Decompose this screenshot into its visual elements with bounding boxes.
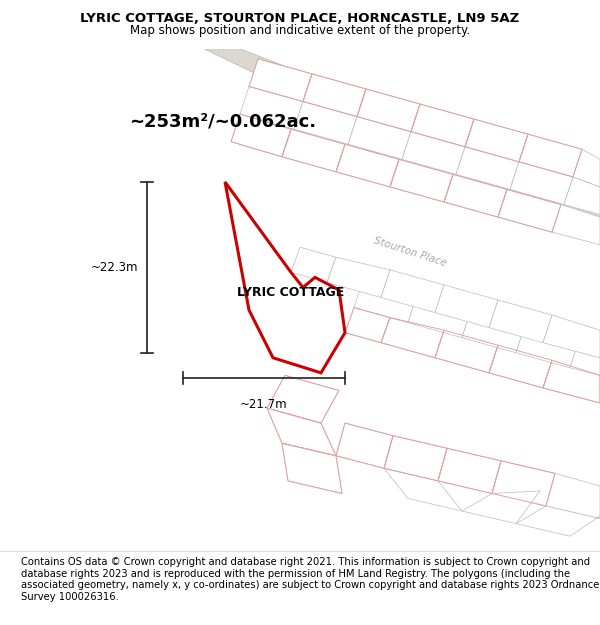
Polygon shape (384, 436, 447, 481)
Text: ~21.7m: ~21.7m (240, 398, 288, 411)
Polygon shape (546, 473, 600, 519)
Polygon shape (348, 117, 411, 159)
Polygon shape (291, 248, 336, 282)
Polygon shape (489, 300, 552, 343)
Polygon shape (516, 506, 600, 536)
Polygon shape (249, 59, 312, 101)
Polygon shape (282, 129, 345, 172)
Polygon shape (456, 147, 519, 189)
Polygon shape (357, 89, 420, 132)
Text: LYRIC COTTAGE, STOURTON PLACE, HORNCASTLE, LN9 5AZ: LYRIC COTTAGE, STOURTON PLACE, HORNCASTL… (80, 12, 520, 25)
Polygon shape (267, 408, 336, 456)
Polygon shape (336, 423, 393, 468)
Polygon shape (354, 280, 417, 322)
Polygon shape (489, 345, 552, 388)
Polygon shape (204, 49, 600, 240)
Polygon shape (573, 149, 600, 187)
Polygon shape (435, 285, 498, 328)
Polygon shape (543, 315, 600, 358)
Text: ~253m²/~0.062ac.: ~253m²/~0.062ac. (129, 112, 316, 131)
Polygon shape (390, 159, 453, 202)
Polygon shape (438, 448, 501, 494)
Polygon shape (510, 162, 573, 204)
Text: Contains OS data © Crown copyright and database right 2021. This information is : Contains OS data © Crown copyright and d… (21, 557, 599, 602)
Polygon shape (465, 119, 528, 162)
Polygon shape (240, 86, 303, 129)
Polygon shape (249, 253, 285, 282)
Polygon shape (411, 104, 474, 147)
Polygon shape (345, 308, 390, 342)
Polygon shape (231, 114, 291, 157)
Text: Stourton Place: Stourton Place (372, 236, 448, 269)
Polygon shape (402, 132, 465, 174)
Polygon shape (492, 461, 555, 506)
Text: LYRIC COTTAGE: LYRIC COTTAGE (238, 286, 344, 299)
Polygon shape (462, 310, 525, 352)
Polygon shape (225, 182, 345, 373)
Polygon shape (498, 189, 561, 232)
Polygon shape (543, 360, 600, 403)
Polygon shape (408, 295, 471, 338)
Polygon shape (564, 177, 600, 214)
Polygon shape (327, 258, 390, 298)
Polygon shape (552, 204, 600, 245)
Text: ~22.3m: ~22.3m (91, 261, 138, 274)
Polygon shape (282, 443, 342, 494)
Polygon shape (336, 144, 399, 187)
Polygon shape (381, 318, 444, 357)
Polygon shape (519, 134, 582, 177)
Polygon shape (267, 376, 339, 423)
Polygon shape (462, 491, 540, 524)
Polygon shape (435, 330, 498, 373)
Polygon shape (294, 101, 357, 144)
Text: Map shows position and indicative extent of the property.: Map shows position and indicative extent… (130, 24, 470, 36)
Polygon shape (384, 468, 462, 511)
Polygon shape (444, 174, 507, 217)
Polygon shape (516, 325, 579, 368)
Polygon shape (303, 74, 366, 117)
Polygon shape (381, 270, 444, 312)
Polygon shape (570, 340, 600, 376)
